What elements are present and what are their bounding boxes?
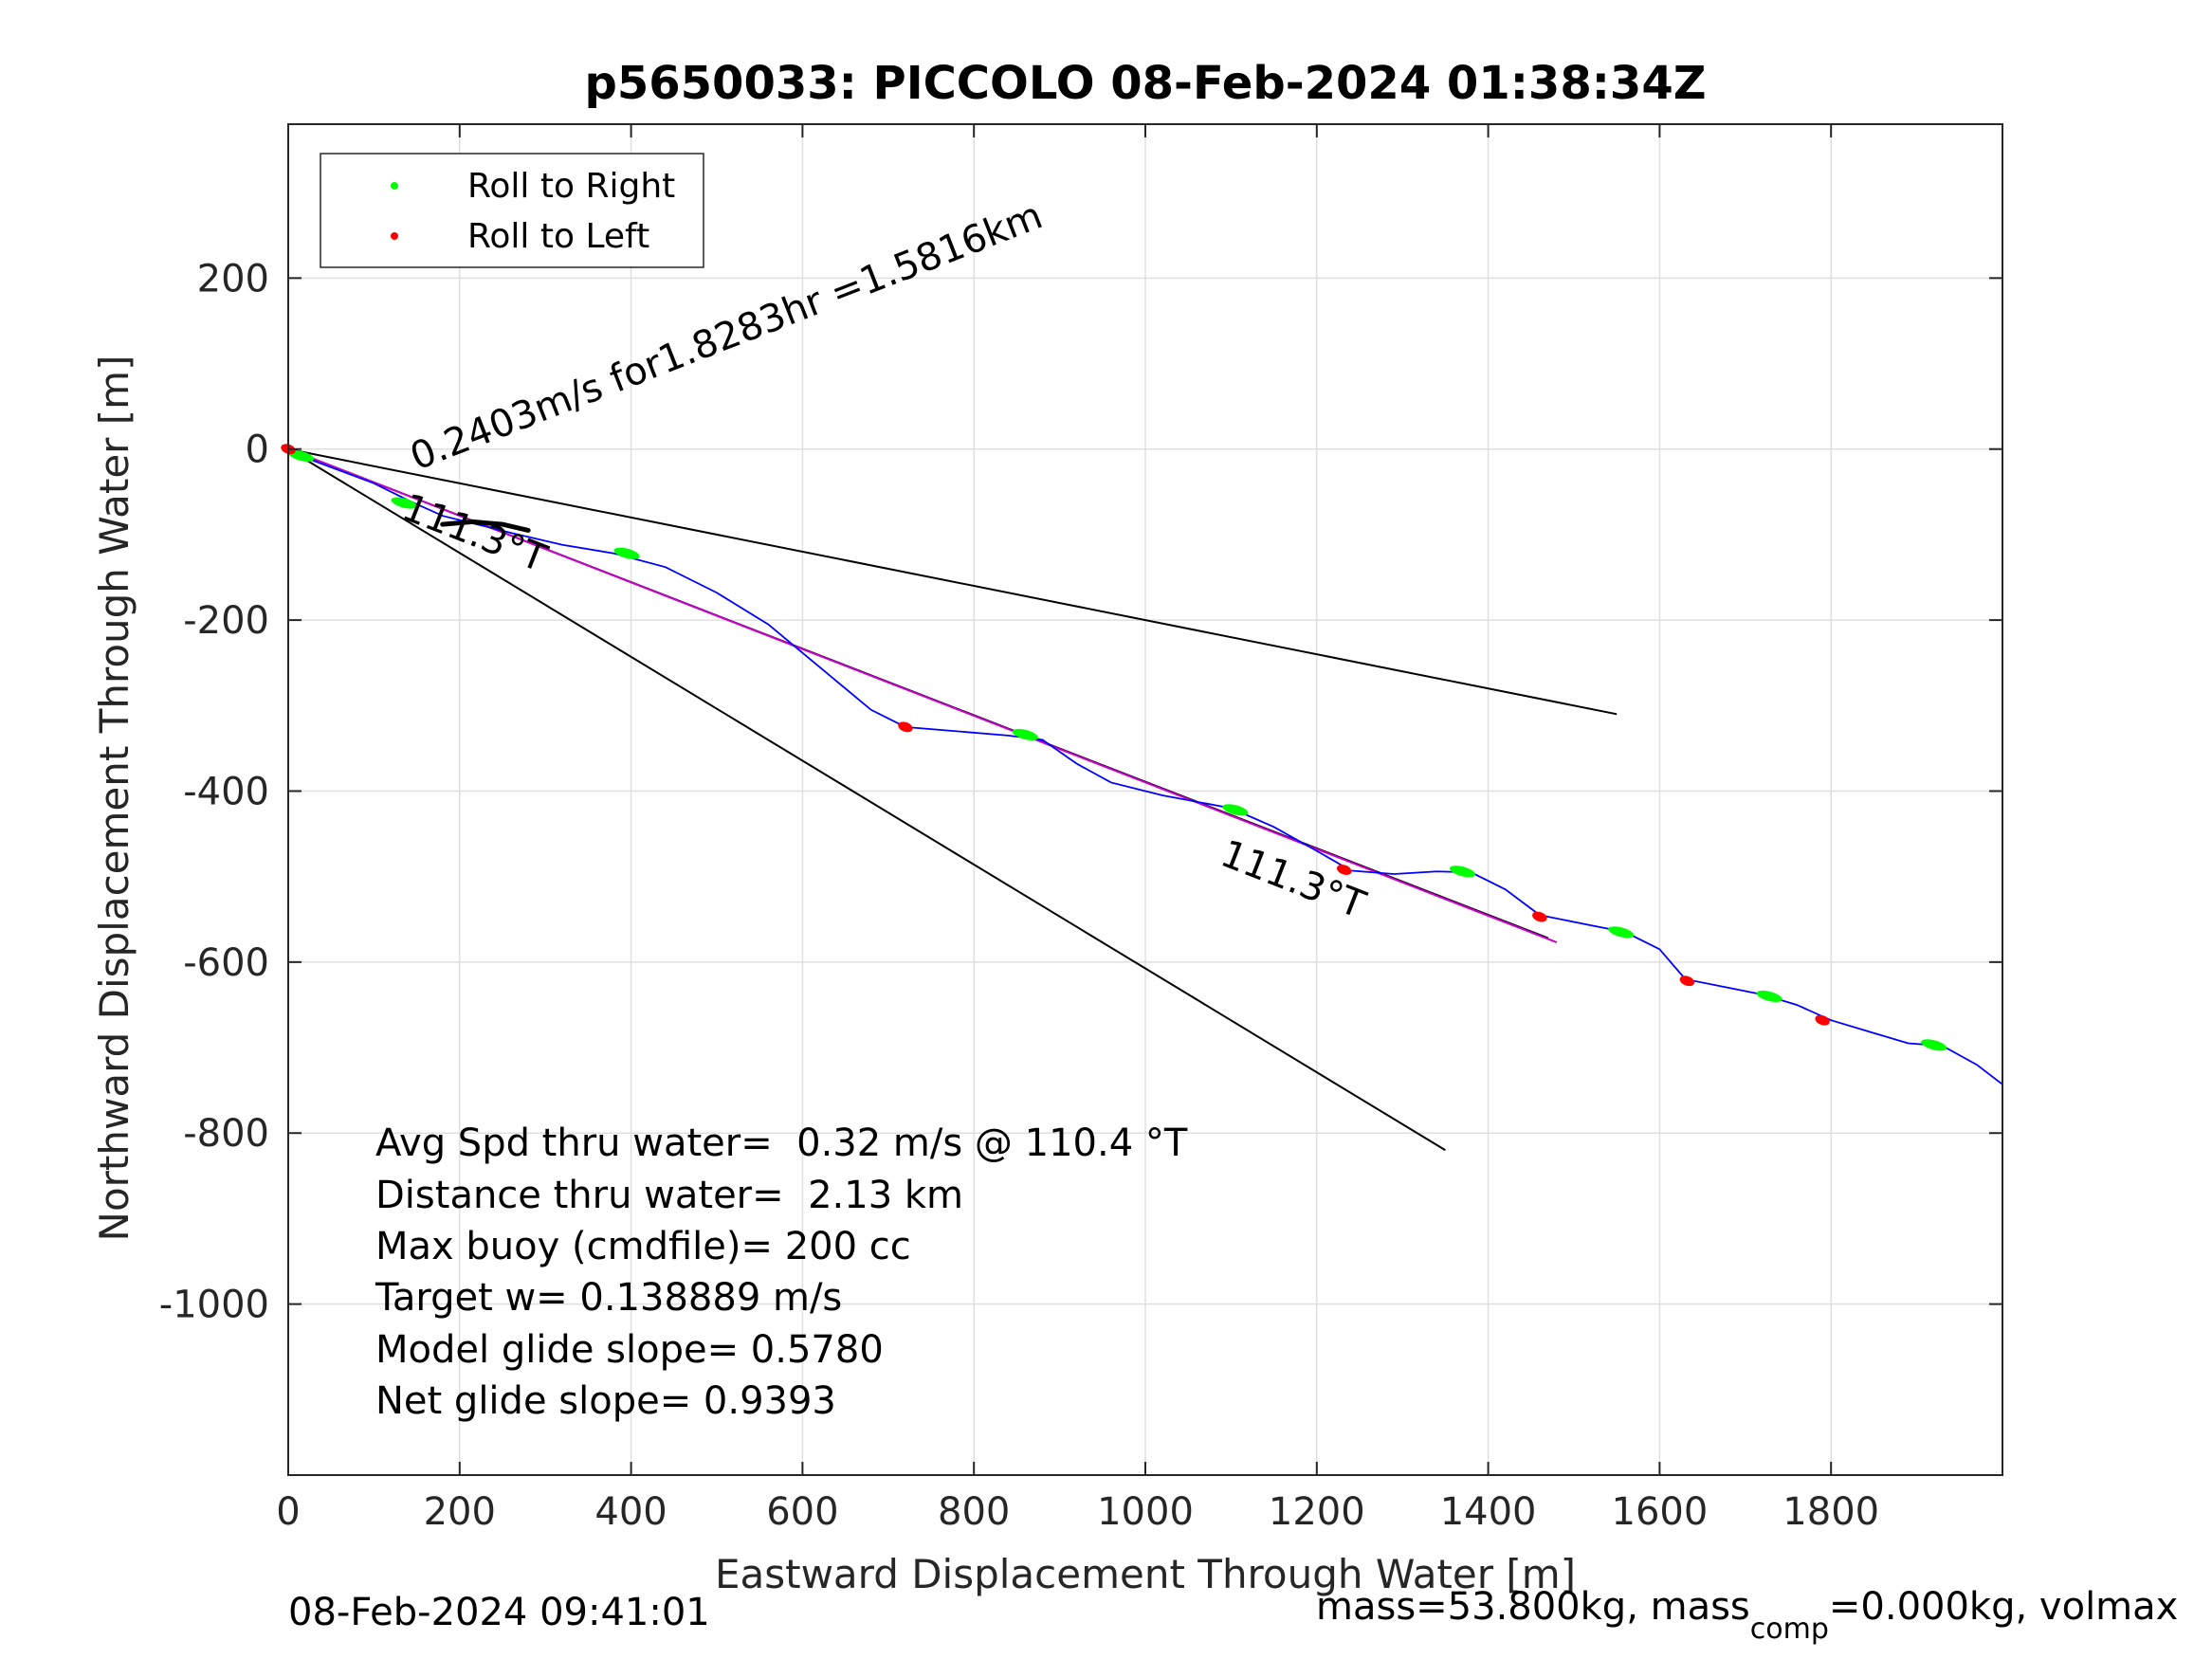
roll-left-point (1679, 975, 1695, 987)
roll-left-point (1337, 865, 1352, 875)
y-tick-label: 200 (197, 257, 269, 301)
stat-max-buoy: Max buoy (cmdfile)= 200 cc (375, 1225, 911, 1268)
roll-right-point (1222, 804, 1249, 816)
footer-mass-suffix: =0.000kg, volmax (1829, 1585, 2178, 1629)
roll-points (281, 444, 1947, 1051)
roll-left-point (1532, 911, 1547, 922)
roll-right-point (391, 497, 417, 509)
x-tick-label: 400 (594, 1490, 667, 1534)
roll-right-point (1756, 990, 1782, 1002)
stats-block: Avg Spd thru water= 0.32 m/s @ 110.4 °T … (375, 1121, 1188, 1423)
legend-roll-right-label: Roll to Right (467, 167, 675, 206)
footer-mass-prefix: mass=53.800kg, mass (1316, 1585, 1750, 1629)
current-marker (440, 519, 531, 533)
stat-distance: Distance thru water= 2.13 km (375, 1174, 963, 1217)
x-tick-label: 0 (276, 1490, 300, 1534)
reference-line (287, 447, 1558, 944)
roll-right-point (1608, 926, 1635, 939)
x-tick-label: 200 (424, 1490, 496, 1534)
stat-model-glide: Model glide slope= 0.5780 (375, 1328, 884, 1372)
y-axis-label: Northward Displacement Through Water [m] (91, 356, 137, 1242)
roll-right-point (287, 449, 315, 462)
y-tick-label: -200 (183, 599, 269, 643)
y-tick-label: -800 (183, 1112, 269, 1156)
x-tick-label: 800 (938, 1490, 1010, 1534)
footer-mass-info: mass=53.800kg, masscomp=0.000kg, volmax (1316, 1585, 2178, 1646)
axis-ticks: 0 200 400 600 800 1000 1200 1400 1600 1800 -1000 -8… (159, 124, 2002, 1534)
roll-right-point (1012, 728, 1039, 740)
roll-right-point (613, 547, 640, 559)
y-tick-label: -600 (183, 941, 269, 985)
x-tick-label: 1400 (1440, 1490, 1537, 1534)
legend-roll-left-marker (391, 232, 398, 240)
y-tick-label: -1000 (159, 1284, 269, 1327)
x-tick-label: 600 (766, 1490, 838, 1534)
x-axis-label: Eastward Displacement Through Water [m] (715, 1551, 1576, 1597)
reference-line (287, 447, 1618, 716)
reference-line (287, 447, 1446, 1152)
legend-roll-right-marker (391, 182, 398, 190)
legend-roll-left-label: Roll to Left (467, 217, 649, 256)
x-tick-label: 1600 (1612, 1490, 1709, 1534)
roll-right-point (1449, 866, 1476, 878)
y-tick-label: -400 (183, 770, 269, 813)
legend: Roll to Right Roll to Left (320, 153, 704, 268)
x-tick-label: 1800 (1782, 1490, 1879, 1534)
y-tick-label: 0 (246, 428, 269, 472)
reference-lines (287, 447, 1618, 1152)
chart-title: p5650033: PICCOLO 08-Feb-2024 01:38:34Z (584, 57, 1706, 110)
stat-avg-speed: Avg Spd thru water= 0.32 m/s @ 110.4 °T (375, 1121, 1188, 1165)
stat-net-glide: Net glide slope= 0.9393 (375, 1379, 836, 1423)
roll-left-point (1815, 1014, 1830, 1026)
x-tick-label: 1200 (1269, 1490, 1365, 1534)
footer-timestamp: 08-Feb-2024 09:41:01 (288, 1591, 710, 1634)
roll-right-point (1921, 1039, 1947, 1051)
x-tick-label: 1000 (1097, 1490, 1194, 1534)
stat-target-w: Target w= 0.138889 m/s (375, 1276, 842, 1320)
roll-left-point (898, 721, 913, 733)
footer-mass-sub: comp (1750, 1613, 1829, 1646)
